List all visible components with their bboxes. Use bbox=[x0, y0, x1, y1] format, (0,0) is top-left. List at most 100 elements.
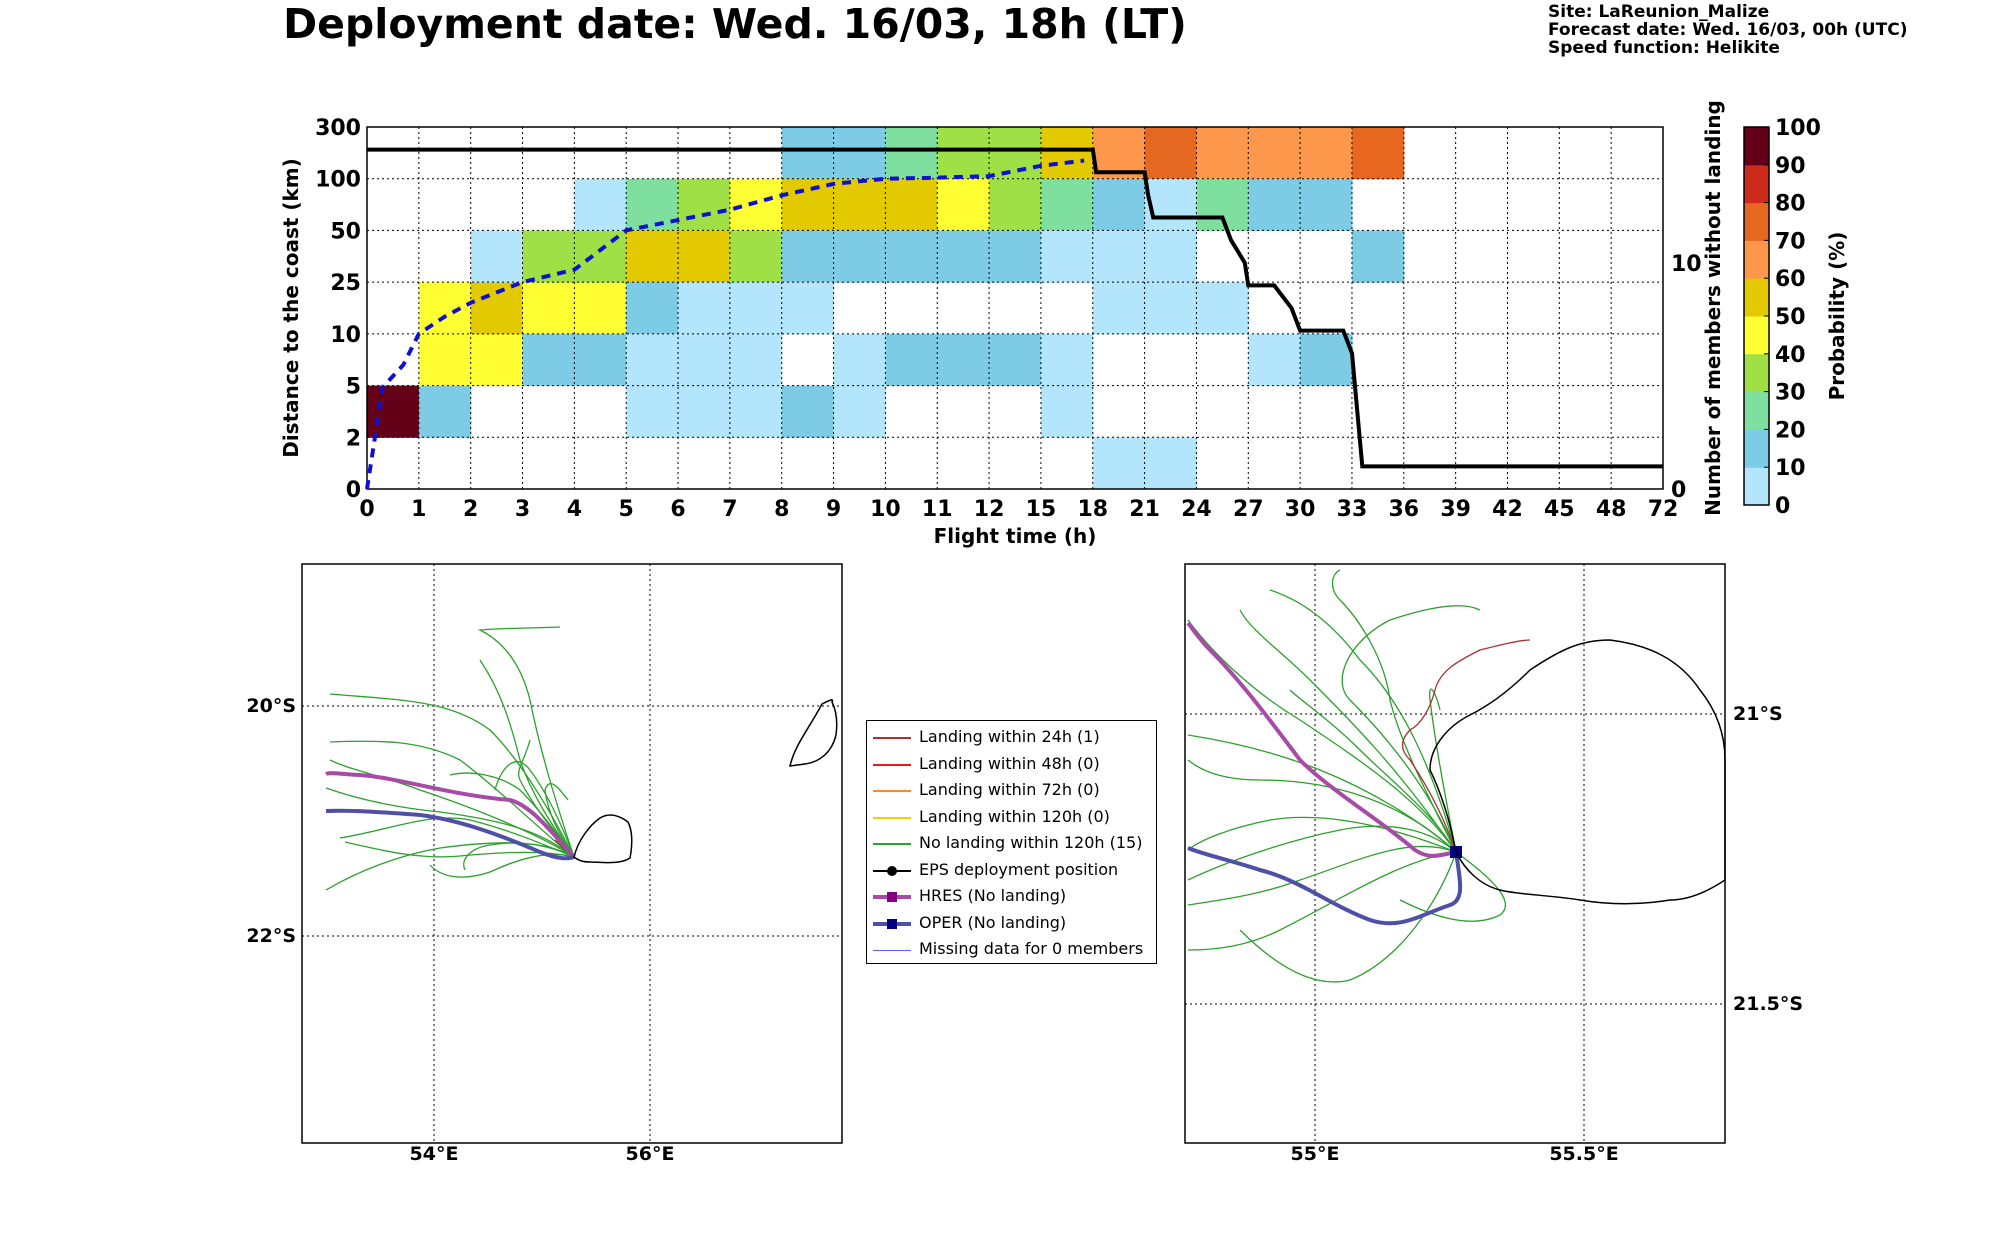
heatmap-cell bbox=[1040, 127, 1094, 180]
heatmap-cell bbox=[1040, 385, 1094, 438]
heatmap-cell bbox=[678, 230, 731, 283]
heatmap-cell bbox=[729, 230, 783, 283]
y-tick-label: 100 bbox=[315, 168, 361, 193]
legend-label: Landing within 24h (1) bbox=[919, 727, 1100, 746]
heatmap-cell bbox=[781, 178, 835, 231]
x-tick-label: 21 bbox=[1129, 497, 1160, 522]
x-tick-label: 2 bbox=[463, 497, 478, 522]
heatmap-cell bbox=[678, 333, 731, 387]
x-tick-label: 27 bbox=[1233, 497, 1264, 522]
lat-tick-20s: 20°S bbox=[246, 695, 296, 717]
heatmap-cell bbox=[1248, 178, 1301, 231]
legend-label: HRES (No landing) bbox=[919, 886, 1067, 905]
page-title: Deployment date: Wed. 16/03, 18h (LT) bbox=[283, 0, 1187, 48]
x-tick-label: 9 bbox=[826, 497, 841, 522]
colorbar-segment bbox=[1744, 164, 1769, 204]
colorbar-tick-label: 100 bbox=[1775, 116, 1821, 141]
y-tick-label: 5 bbox=[346, 375, 361, 400]
legend-label: Landing within 48h (0) bbox=[919, 753, 1100, 773]
x-tick-label: 11 bbox=[922, 497, 953, 522]
lon-tick-56: 56°E bbox=[626, 1143, 675, 1165]
y-tick-label: 25 bbox=[330, 271, 361, 296]
colorbar-tick-label: 50 bbox=[1775, 305, 1806, 330]
heatmap-cell bbox=[626, 230, 679, 283]
heatmap-cell bbox=[418, 282, 472, 335]
regional-map: 54°E 56°E 20°S 22°S bbox=[246, 563, 843, 1165]
heatmap-cell bbox=[729, 282, 783, 335]
legend-label: No landing within 120h (15) bbox=[919, 833, 1143, 852]
heatmap-cell bbox=[1092, 178, 1146, 231]
circle-marker-icon bbox=[887, 865, 897, 876]
heatmap-grid bbox=[367, 127, 1663, 489]
heatmap-cell bbox=[1144, 230, 1197, 283]
lon-tick-555: 55.5°E bbox=[1549, 1143, 1618, 1165]
colorbar-tick-label: 80 bbox=[1775, 192, 1806, 217]
heatmap-cell bbox=[1144, 178, 1197, 231]
y-tick-label: 0 bbox=[346, 478, 361, 503]
reunion-coastline bbox=[573, 814, 633, 864]
y-tick-label: 300 bbox=[315, 116, 361, 141]
heatmap-cell bbox=[1196, 282, 1249, 335]
colorbar-tick-label: 60 bbox=[1775, 267, 1806, 292]
x-tick-label: 6 bbox=[670, 497, 685, 522]
colorbar-tick-label: 20 bbox=[1775, 418, 1806, 443]
heatmap-cell bbox=[367, 385, 420, 438]
legend-line-swatch bbox=[873, 763, 911, 766]
heatmap-cell bbox=[678, 178, 731, 231]
x-tick-label: 48 bbox=[1596, 497, 1627, 522]
colorbar-segment bbox=[1744, 391, 1769, 430]
x-tick-label: 12 bbox=[974, 497, 1005, 522]
colorbar-tick-label: 90 bbox=[1775, 154, 1806, 179]
zoom-oper-track bbox=[1187, 846, 1463, 926]
legend-line-swatch bbox=[873, 949, 911, 951]
speed-function-label: Speed function: Helikite bbox=[1548, 38, 1780, 58]
x-tick-label: 24 bbox=[1181, 497, 1212, 522]
legend-line-swatch bbox=[873, 737, 911, 739]
colorbar-segment bbox=[1744, 467, 1769, 506]
heatmap-cell bbox=[729, 333, 783, 387]
legend-item: Landing within 72h (0) bbox=[867, 778, 1156, 804]
heatmap-cell bbox=[937, 230, 990, 283]
x-tick-label: 3 bbox=[515, 497, 530, 522]
zoom-member-tracks bbox=[1187, 569, 1507, 983]
legend-item: Missing data for 0 members bbox=[867, 937, 1156, 963]
forecast-date-label: Forecast date: Wed. 16/03, 00h (UTC) bbox=[1548, 20, 1908, 40]
heatmap-cell bbox=[937, 333, 990, 387]
heatmap-cell bbox=[833, 178, 886, 231]
heatmap-cell bbox=[418, 333, 472, 387]
colorbar-tick-labels: 0 10 20 30 40 50 60 70 80 90 100 bbox=[1764, 116, 1821, 519]
heatmap-cell bbox=[522, 333, 575, 387]
legend-item: Landing within 24h (1) bbox=[867, 725, 1156, 751]
heatmap-cell bbox=[678, 385, 731, 438]
x-tick-label: 36 bbox=[1388, 497, 1419, 522]
heatmap-cell bbox=[989, 333, 1042, 387]
heatmap-cell bbox=[1248, 127, 1301, 180]
y-tick-label: 10 bbox=[330, 323, 361, 348]
y2-axis-label: Number of members without landing bbox=[1701, 100, 1725, 516]
heatmap-cell bbox=[833, 385, 886, 438]
colorbar-segment bbox=[1744, 202, 1769, 241]
legend-line-swatch bbox=[873, 843, 911, 845]
legend-label: EPS deployment position bbox=[919, 859, 1119, 879]
heatmap-cell bbox=[626, 282, 679, 335]
heatmap-cell bbox=[470, 230, 524, 283]
legend-line-swatch bbox=[873, 790, 911, 792]
x-tick-label: 15 bbox=[1026, 497, 1057, 522]
heatmap-cell bbox=[1092, 282, 1146, 335]
heatmap-cell bbox=[885, 127, 938, 180]
x-tick-label: 7 bbox=[722, 497, 737, 522]
x-tick-label: 10 bbox=[870, 497, 901, 522]
heatmap-cell bbox=[781, 282, 835, 335]
colorbar-segment bbox=[1744, 240, 1769, 279]
y-axis-label: Distance to the coast (km) bbox=[279, 158, 303, 458]
legend-item: HRES (No landing) bbox=[867, 884, 1156, 910]
heatmap-cell bbox=[678, 282, 731, 335]
heatmap-cell bbox=[574, 282, 627, 335]
heatmap-cell bbox=[1248, 333, 1301, 387]
heatmap-cell bbox=[418, 385, 472, 438]
heatmap-cell bbox=[626, 333, 679, 387]
x-tick-label: 39 bbox=[1440, 497, 1471, 522]
heatmap-cell bbox=[1351, 230, 1405, 283]
heatmap-cell bbox=[470, 333, 524, 387]
heatmap-cell bbox=[1040, 230, 1094, 283]
